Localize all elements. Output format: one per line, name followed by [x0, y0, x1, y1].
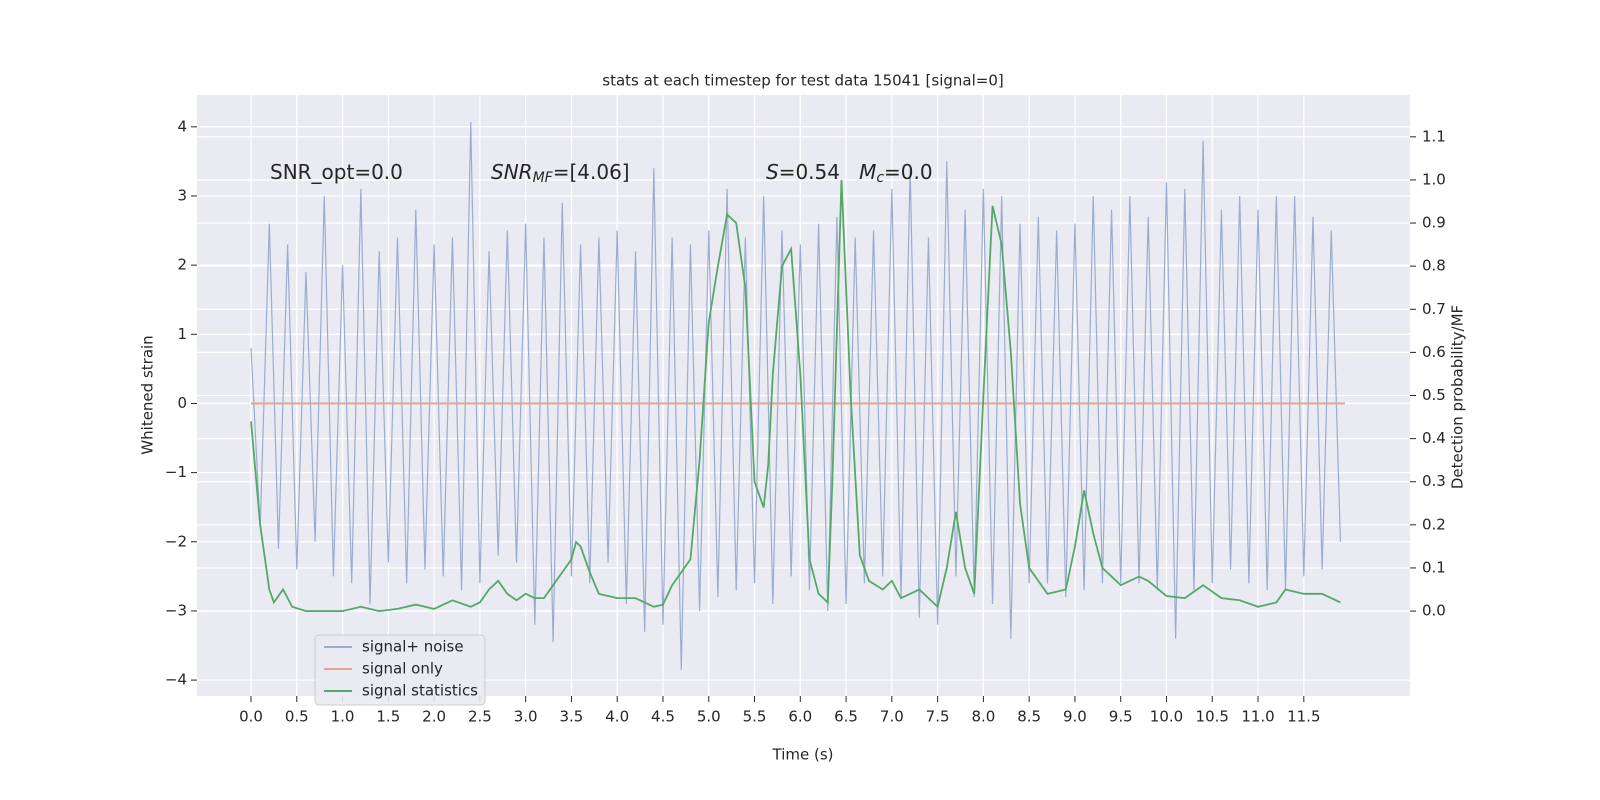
y2-tick-label: 0.2 [1422, 515, 1446, 533]
series-line [250, 179, 1341, 612]
y2-tick-label: 0.3 [1422, 472, 1446, 490]
y2-tick-label: 0.6 [1422, 343, 1446, 361]
y-tick-label: 4 [177, 117, 187, 135]
y2-tick-label: 0.7 [1422, 300, 1446, 318]
x-tick-label: 9.0 [1063, 708, 1087, 726]
x-tick-label: 11.5 [1287, 708, 1320, 726]
x-tick-label: 3.0 [514, 708, 538, 726]
y2-tick-label: 0.8 [1422, 257, 1446, 275]
x-tick-label: 3.5 [559, 708, 583, 726]
x-tick-label: 6.5 [834, 708, 858, 726]
x-tick-label: 7.0 [880, 708, 904, 726]
annotation-part: MF [533, 170, 554, 186]
x-tick-label: 4.0 [605, 708, 629, 726]
x-tick-label: 6.0 [788, 708, 812, 726]
y2-tick-label: 0.1 [1422, 558, 1446, 576]
y-tick-label: −1 [165, 463, 187, 481]
series-line [250, 121, 1342, 670]
legend-label: signal only [362, 660, 443, 678]
legend-label: signal+ noise [362, 638, 464, 656]
x-tick-label: 8.0 [971, 708, 995, 726]
annotation: SNR_opt=0.0 [270, 160, 403, 184]
annotation-part: S [766, 160, 779, 184]
x-tick-label: 0.0 [239, 708, 263, 726]
annotation-part: c [876, 170, 884, 186]
y-axis-label: Whitened strain [139, 335, 157, 454]
annotation-part: =0.0 [884, 160, 933, 184]
x-tick-label: 9.5 [1109, 708, 1133, 726]
y-tick-label: −3 [165, 601, 187, 619]
x-tick-label: 4.5 [651, 708, 675, 726]
y2-tick-label: 0.9 [1422, 214, 1446, 232]
grid [197, 95, 1410, 696]
annotation-part: SNR [491, 160, 533, 184]
x-tick-label: 2.0 [422, 708, 446, 726]
x-tick-label: 11.0 [1241, 708, 1274, 726]
x-tick-label: 1.5 [376, 708, 400, 726]
legend-box [314, 634, 486, 706]
x-tick-label: 7.5 [926, 708, 950, 726]
y2-tick-label: 1.1 [1422, 127, 1446, 145]
x-tick-label: 10.5 [1196, 708, 1229, 726]
x-tick-label: 8.5 [1017, 708, 1041, 726]
y2-tick-label: 0.4 [1422, 429, 1446, 447]
annotation-part: =[4.06] [553, 160, 630, 184]
x-tick-label: 1.0 [331, 708, 355, 726]
y-tick-label: 1 [177, 325, 187, 343]
annotation-part: M [859, 160, 876, 184]
y-tick-label: 2 [177, 256, 187, 274]
x-tick-label: 5.0 [697, 708, 721, 726]
y2-axis-label: Detection probability/MF [1449, 305, 1467, 489]
x-tick-label: 10.0 [1150, 708, 1183, 726]
x-tick-label: 2.5 [468, 708, 492, 726]
y-tick-label: −4 [165, 671, 187, 689]
annotation: SNRMF=[4.06] [491, 160, 630, 187]
y2-tick-label: 0.0 [1422, 602, 1446, 620]
x-axis-label: Time (s) [772, 746, 834, 764]
annotation: S=0.54 Mc=0.0 [766, 160, 933, 187]
y-tick-label: −2 [165, 532, 187, 550]
y-tick-label: 0 [177, 394, 187, 412]
y2-tick-label: 1.0 [1422, 170, 1446, 188]
y-tick-label: 3 [177, 186, 187, 204]
legend-label: signal statistics [362, 682, 478, 700]
x-tick-label: 5.5 [743, 708, 767, 726]
annotation-part: =0.54 [779, 160, 859, 184]
chart-title: stats at each timestep for test data 150… [602, 72, 1003, 90]
x-tick-label: 0.5 [285, 708, 309, 726]
annotation-part: SNR_opt=0.0 [270, 160, 403, 184]
y2-tick-label: 0.5 [1422, 386, 1446, 404]
